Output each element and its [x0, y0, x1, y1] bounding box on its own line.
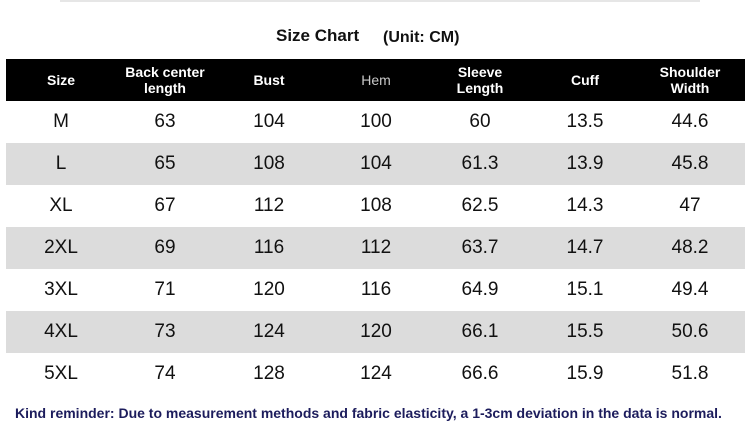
table-cell: 128 [253, 363, 285, 384]
table-cell: 48.2 [671, 237, 709, 258]
table-cell: 116 [253, 237, 285, 258]
table-cell: 4XL [44, 321, 78, 342]
table-cell: 67 [154, 195, 176, 216]
table-cell: 49.4 [671, 279, 709, 300]
table-cell: 124 [360, 363, 392, 384]
table-cell: 47 [679, 195, 701, 216]
table-cell: XL [49, 195, 73, 216]
table-cell: 66.1 [461, 321, 499, 342]
table-row: 5XL 74 128 124 66.6 15.9 51.8 [6, 353, 745, 395]
table-cell: 14.3 [566, 195, 604, 216]
title: Size Chart [276, 26, 360, 45]
table-cell: 69 [154, 237, 176, 258]
table-cell: 116 [360, 279, 392, 300]
table-cell: 66.6 [461, 363, 499, 384]
column-header: Hem [361, 72, 391, 88]
table-cell: 100 [360, 111, 392, 132]
table-cell: 44.6 [671, 111, 709, 132]
table-row: L 65 108 104 61.3 13.9 45.8 [6, 143, 745, 185]
footer-note: Kind reminder: Due to measurement method… [15, 405, 722, 421]
table-cell: 45.8 [671, 153, 709, 174]
table-row: 4XL 73 124 120 66.1 15.5 50.6 [6, 311, 745, 353]
table-header: Size Back center length Bust Hem Sleeve Leng… [6, 59, 745, 101]
divider [60, 0, 700, 2]
table-cell: 3XL [44, 279, 78, 300]
table-cell: 15.9 [566, 363, 604, 384]
table-cell: 51.8 [671, 363, 709, 384]
table-row: 2XL 69 116 112 63.7 14.7 48.2 [6, 227, 745, 269]
table-cell: 124 [253, 321, 285, 342]
unit: (Unit: CM) [383, 29, 460, 46]
table-cell: 73 [154, 321, 176, 342]
table-cell: 62.5 [461, 195, 499, 216]
table-cell: 50.6 [671, 321, 709, 342]
column-header: Shoulder Width [659, 64, 721, 96]
table-row: M 63 104 100 60 13.5 44.6 [6, 101, 745, 143]
table-cell: 112 [253, 195, 285, 216]
table-cell: 104 [253, 111, 285, 132]
table-cell: 14.7 [566, 237, 604, 258]
table-cell: 63 [154, 111, 176, 132]
table-cell: 64.9 [461, 279, 499, 300]
table-cell: 63.7 [461, 237, 499, 258]
table-cell: L [55, 153, 67, 174]
table-cell: 60 [469, 111, 491, 132]
column-header: Cuff [571, 72, 599, 88]
table-cell: 112 [360, 237, 392, 258]
column-header: Back center length [125, 64, 205, 96]
table-cell: 2XL [44, 237, 78, 258]
column-header: Size [46, 72, 75, 88]
table-cell: 120 [253, 279, 285, 300]
table-cell: 120 [360, 321, 392, 342]
table-cell: 74 [154, 363, 176, 384]
column-header: Sleeve Length [456, 64, 504, 96]
table-cell: 108 [360, 195, 392, 216]
table-row: XL 67 112 108 62.5 14.3 47 [6, 185, 745, 227]
column-header: Bust [253, 72, 285, 88]
table-cell: 104 [360, 153, 392, 174]
table-cell: 5XL [44, 363, 78, 384]
table-cell: 65 [154, 153, 176, 174]
table-cell: 15.1 [566, 279, 604, 300]
table-cell: 108 [253, 153, 285, 174]
table-cell: M [53, 111, 69, 132]
table-row: 3XL 71 120 116 64.9 15.1 49.4 [6, 269, 745, 311]
table-cell: 15.5 [566, 321, 604, 342]
table-cell: 71 [154, 279, 176, 300]
table-cell: 13.5 [566, 111, 604, 132]
table-cell: 13.9 [566, 153, 604, 174]
table-cell: 61.3 [461, 153, 499, 174]
